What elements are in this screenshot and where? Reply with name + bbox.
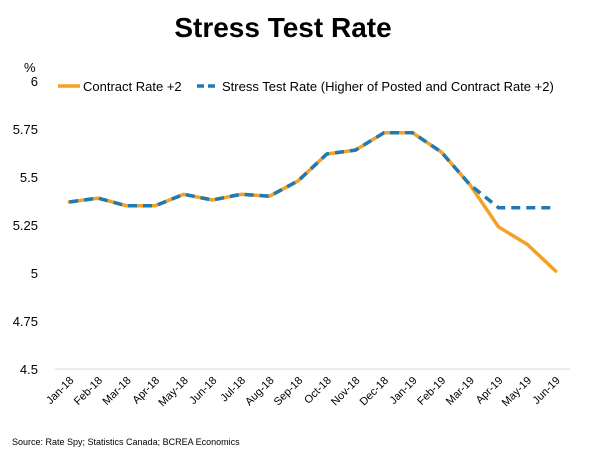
- x-tick-label: Jan-19: [387, 375, 419, 407]
- series-layer: [67, 131, 558, 273]
- x-tick-label: Mar-18: [101, 375, 134, 408]
- source-note: Source: Rate Spy; Statistics Canada; BCR…: [12, 437, 240, 447]
- y-axis-label: %: [24, 60, 36, 75]
- x-tick-label: Jun-18: [187, 375, 219, 407]
- x-tick-label: Mar-19: [444, 375, 477, 408]
- y-tick-label: 6: [31, 74, 38, 89]
- x-axis-ticks: Jan-18Feb-18Mar-18Apr-18May-18Jun-18Jul-…: [44, 375, 563, 409]
- x-tick-label: Feb-19: [415, 375, 448, 408]
- x-tick-label: Sep-18: [272, 375, 306, 409]
- x-tick-label: Jan-18: [44, 375, 76, 407]
- legend-label-contract-rate: Contract Rate +2: [83, 79, 182, 94]
- chart-title: Stress Test Rate: [174, 12, 391, 43]
- x-tick-label: Dec-18: [358, 375, 392, 409]
- x-tick-label: May-19: [500, 375, 534, 409]
- legend-label-stress-test-rate: Stress Test Rate (Higher of Posted and C…: [222, 79, 554, 94]
- x-tick-label: Feb-18: [72, 375, 105, 408]
- x-tick-label: Nov-18: [329, 375, 363, 409]
- chart-legend: Contract Rate +2 Stress Test Rate (Highe…: [58, 79, 554, 94]
- x-tick-label: Jun-19: [531, 375, 563, 407]
- x-tick-label: Oct-18: [302, 375, 334, 407]
- x-tick-label: May-18: [156, 375, 190, 409]
- y-tick-label: 5: [31, 266, 38, 281]
- y-tick-label: 4.5: [20, 362, 38, 377]
- x-tick-label: Aug-18: [243, 375, 277, 409]
- y-axis-ticks: 4.5 4.75 5 5.25 5.5 5.75 6: [13, 74, 38, 377]
- y-tick-label: 5.5: [20, 170, 38, 185]
- series-line-contract-rate: [67, 131, 558, 273]
- y-tick-label: 4.75: [13, 314, 38, 329]
- y-tick-label: 5.25: [13, 218, 38, 233]
- y-tick-label: 5.75: [13, 122, 38, 137]
- series-line-stress-test-rate: [69, 131, 556, 210]
